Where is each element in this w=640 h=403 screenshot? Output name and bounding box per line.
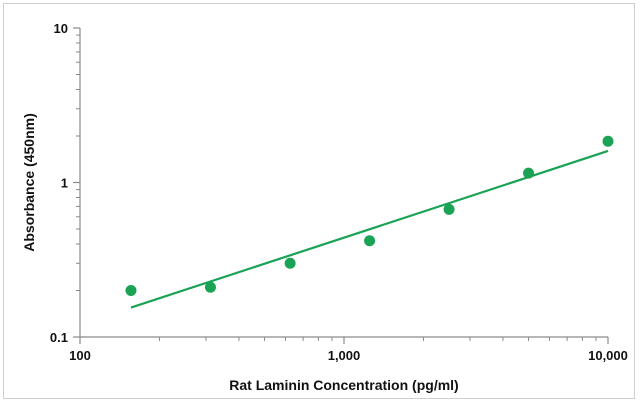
data-point — [284, 257, 296, 269]
axes-layer: 100 1,000 10,000 0.1 1 10 — [50, 21, 628, 363]
y-axis-title: Absorbance (450nm) — [21, 113, 37, 251]
y-tick-label: 10 — [54, 21, 68, 36]
data-point — [364, 235, 376, 247]
data-point — [523, 167, 535, 179]
data-point — [602, 135, 614, 147]
x-tick-label: 100 — [69, 348, 91, 363]
x-axis-title: Rat Laminin Concentration (pg/ml) — [229, 377, 458, 393]
x-tick-label: 1,000 — [328, 348, 361, 363]
points-layer — [125, 135, 614, 296]
x-tick-label: 10,000 — [588, 348, 628, 363]
data-point — [443, 203, 455, 215]
chart-frame — [3, 3, 635, 399]
y-tick-label: 1 — [61, 176, 68, 191]
data-point — [204, 281, 216, 293]
data-point — [125, 284, 137, 296]
trendline-layer — [130, 149, 609, 309]
y-tick-label: 0.1 — [50, 330, 68, 345]
trendline — [130, 149, 609, 309]
